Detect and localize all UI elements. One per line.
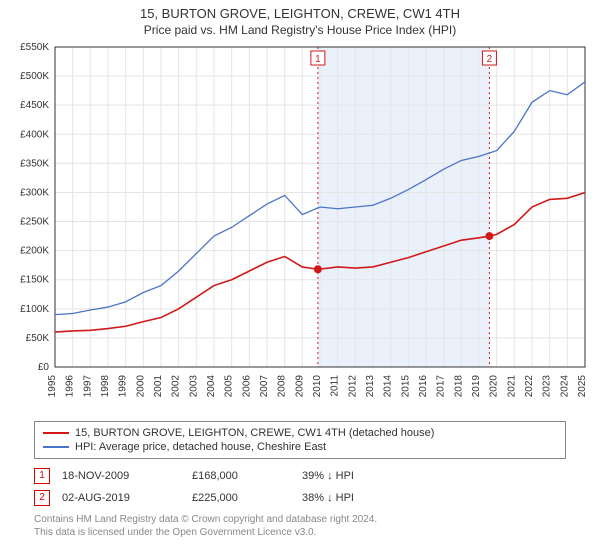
- svg-text:2011: 2011: [330, 375, 341, 397]
- svg-text:£400K: £400K: [20, 129, 49, 140]
- svg-text:2019: 2019: [471, 375, 482, 398]
- svg-text:2004: 2004: [206, 375, 217, 398]
- svg-text:1996: 1996: [65, 375, 76, 398]
- svg-text:2000: 2000: [135, 375, 146, 398]
- svg-text:1997: 1997: [82, 375, 93, 398]
- svg-text:2017: 2017: [436, 375, 447, 398]
- svg-text:2003: 2003: [188, 375, 199, 398]
- legend-swatch-0: [43, 432, 69, 434]
- svg-text:2020: 2020: [489, 375, 500, 398]
- svg-text:2007: 2007: [259, 375, 270, 398]
- legend-label-1: HPI: Average price, detached house, Ches…: [75, 441, 326, 453]
- sale-price-0: £168,000: [192, 470, 302, 482]
- sale-date-1: 02-AUG-2019: [62, 492, 192, 504]
- sale-delta-1: 38% ↓ HPI: [302, 492, 442, 504]
- svg-text:£550K: £550K: [20, 42, 49, 53]
- svg-text:£200K: £200K: [20, 246, 49, 257]
- svg-text:£150K: £150K: [20, 275, 49, 286]
- svg-text:2024: 2024: [559, 375, 570, 398]
- svg-text:£450K: £450K: [20, 100, 49, 111]
- sale-delta-0: 39% ↓ HPI: [302, 470, 442, 482]
- svg-text:2014: 2014: [383, 375, 394, 398]
- svg-text:2: 2: [487, 54, 493, 65]
- sales-row-0: 1 18-NOV-2009 £168,000 39% ↓ HPI: [34, 465, 566, 487]
- svg-text:1999: 1999: [118, 375, 129, 398]
- legend-row-0: 15, BURTON GROVE, LEIGHTON, CREWE, CW1 4…: [43, 426, 557, 440]
- svg-text:£300K: £300K: [20, 187, 49, 198]
- svg-text:2023: 2023: [542, 375, 553, 398]
- svg-text:2010: 2010: [312, 375, 323, 398]
- footer: Contains HM Land Registry data © Crown c…: [34, 513, 566, 539]
- svg-text:2021: 2021: [506, 375, 517, 398]
- svg-text:2015: 2015: [400, 375, 411, 398]
- svg-text:2018: 2018: [453, 375, 464, 398]
- legend-label-0: 15, BURTON GROVE, LEIGHTON, CREWE, CW1 4…: [75, 427, 434, 439]
- svg-text:2002: 2002: [171, 375, 182, 398]
- legend-swatch-1: [43, 446, 69, 448]
- svg-text:1: 1: [315, 54, 321, 65]
- svg-text:£0: £0: [38, 362, 50, 373]
- svg-text:2008: 2008: [277, 375, 288, 398]
- svg-text:2005: 2005: [224, 375, 235, 398]
- sale-marker-1: 2: [34, 490, 50, 506]
- svg-text:2016: 2016: [418, 375, 429, 398]
- svg-text:1998: 1998: [100, 375, 111, 398]
- sales-row-1: 2 02-AUG-2019 £225,000 38% ↓ HPI: [34, 487, 566, 509]
- svg-text:2025: 2025: [577, 375, 588, 398]
- svg-text:2001: 2001: [153, 375, 164, 398]
- legend: 15, BURTON GROVE, LEIGHTON, CREWE, CW1 4…: [34, 421, 566, 459]
- sale-date-0: 18-NOV-2009: [62, 470, 192, 482]
- footer-line1: Contains HM Land Registry data © Crown c…: [34, 513, 566, 526]
- svg-text:£250K: £250K: [20, 217, 49, 228]
- sales-table: 1 18-NOV-2009 £168,000 39% ↓ HPI 2 02-AU…: [34, 465, 566, 509]
- svg-text:£100K: £100K: [20, 304, 49, 315]
- chart: £0 £50K £100K £150K £200K £250K £300K £350K £400…: [0, 37, 600, 417]
- sale-marker-0: 1: [34, 468, 50, 484]
- title-main: 15, BURTON GROVE, LEIGHTON, CREWE, CW1 4…: [0, 6, 600, 21]
- legend-row-1: HPI: Average price, detached house, Ches…: [43, 440, 557, 454]
- svg-text:2013: 2013: [365, 375, 376, 398]
- svg-text:2022: 2022: [524, 375, 535, 398]
- chart-svg: £0 £50K £100K £150K £200K £250K £300K £350K £400…: [0, 37, 600, 417]
- title-block: 15, BURTON GROVE, LEIGHTON, CREWE, CW1 4…: [0, 0, 600, 37]
- svg-text:£50K: £50K: [26, 333, 50, 344]
- svg-text:£350K: £350K: [20, 158, 49, 169]
- svg-text:2009: 2009: [294, 375, 305, 398]
- svg-text:2012: 2012: [347, 375, 358, 398]
- footer-line2: This data is licensed under the Open Gov…: [34, 526, 566, 539]
- svg-text:1995: 1995: [47, 375, 58, 398]
- title-sub: Price paid vs. HM Land Registry's House …: [0, 23, 600, 37]
- svg-text:2006: 2006: [241, 375, 252, 398]
- svg-text:£500K: £500K: [20, 71, 49, 82]
- sale-price-1: £225,000: [192, 492, 302, 504]
